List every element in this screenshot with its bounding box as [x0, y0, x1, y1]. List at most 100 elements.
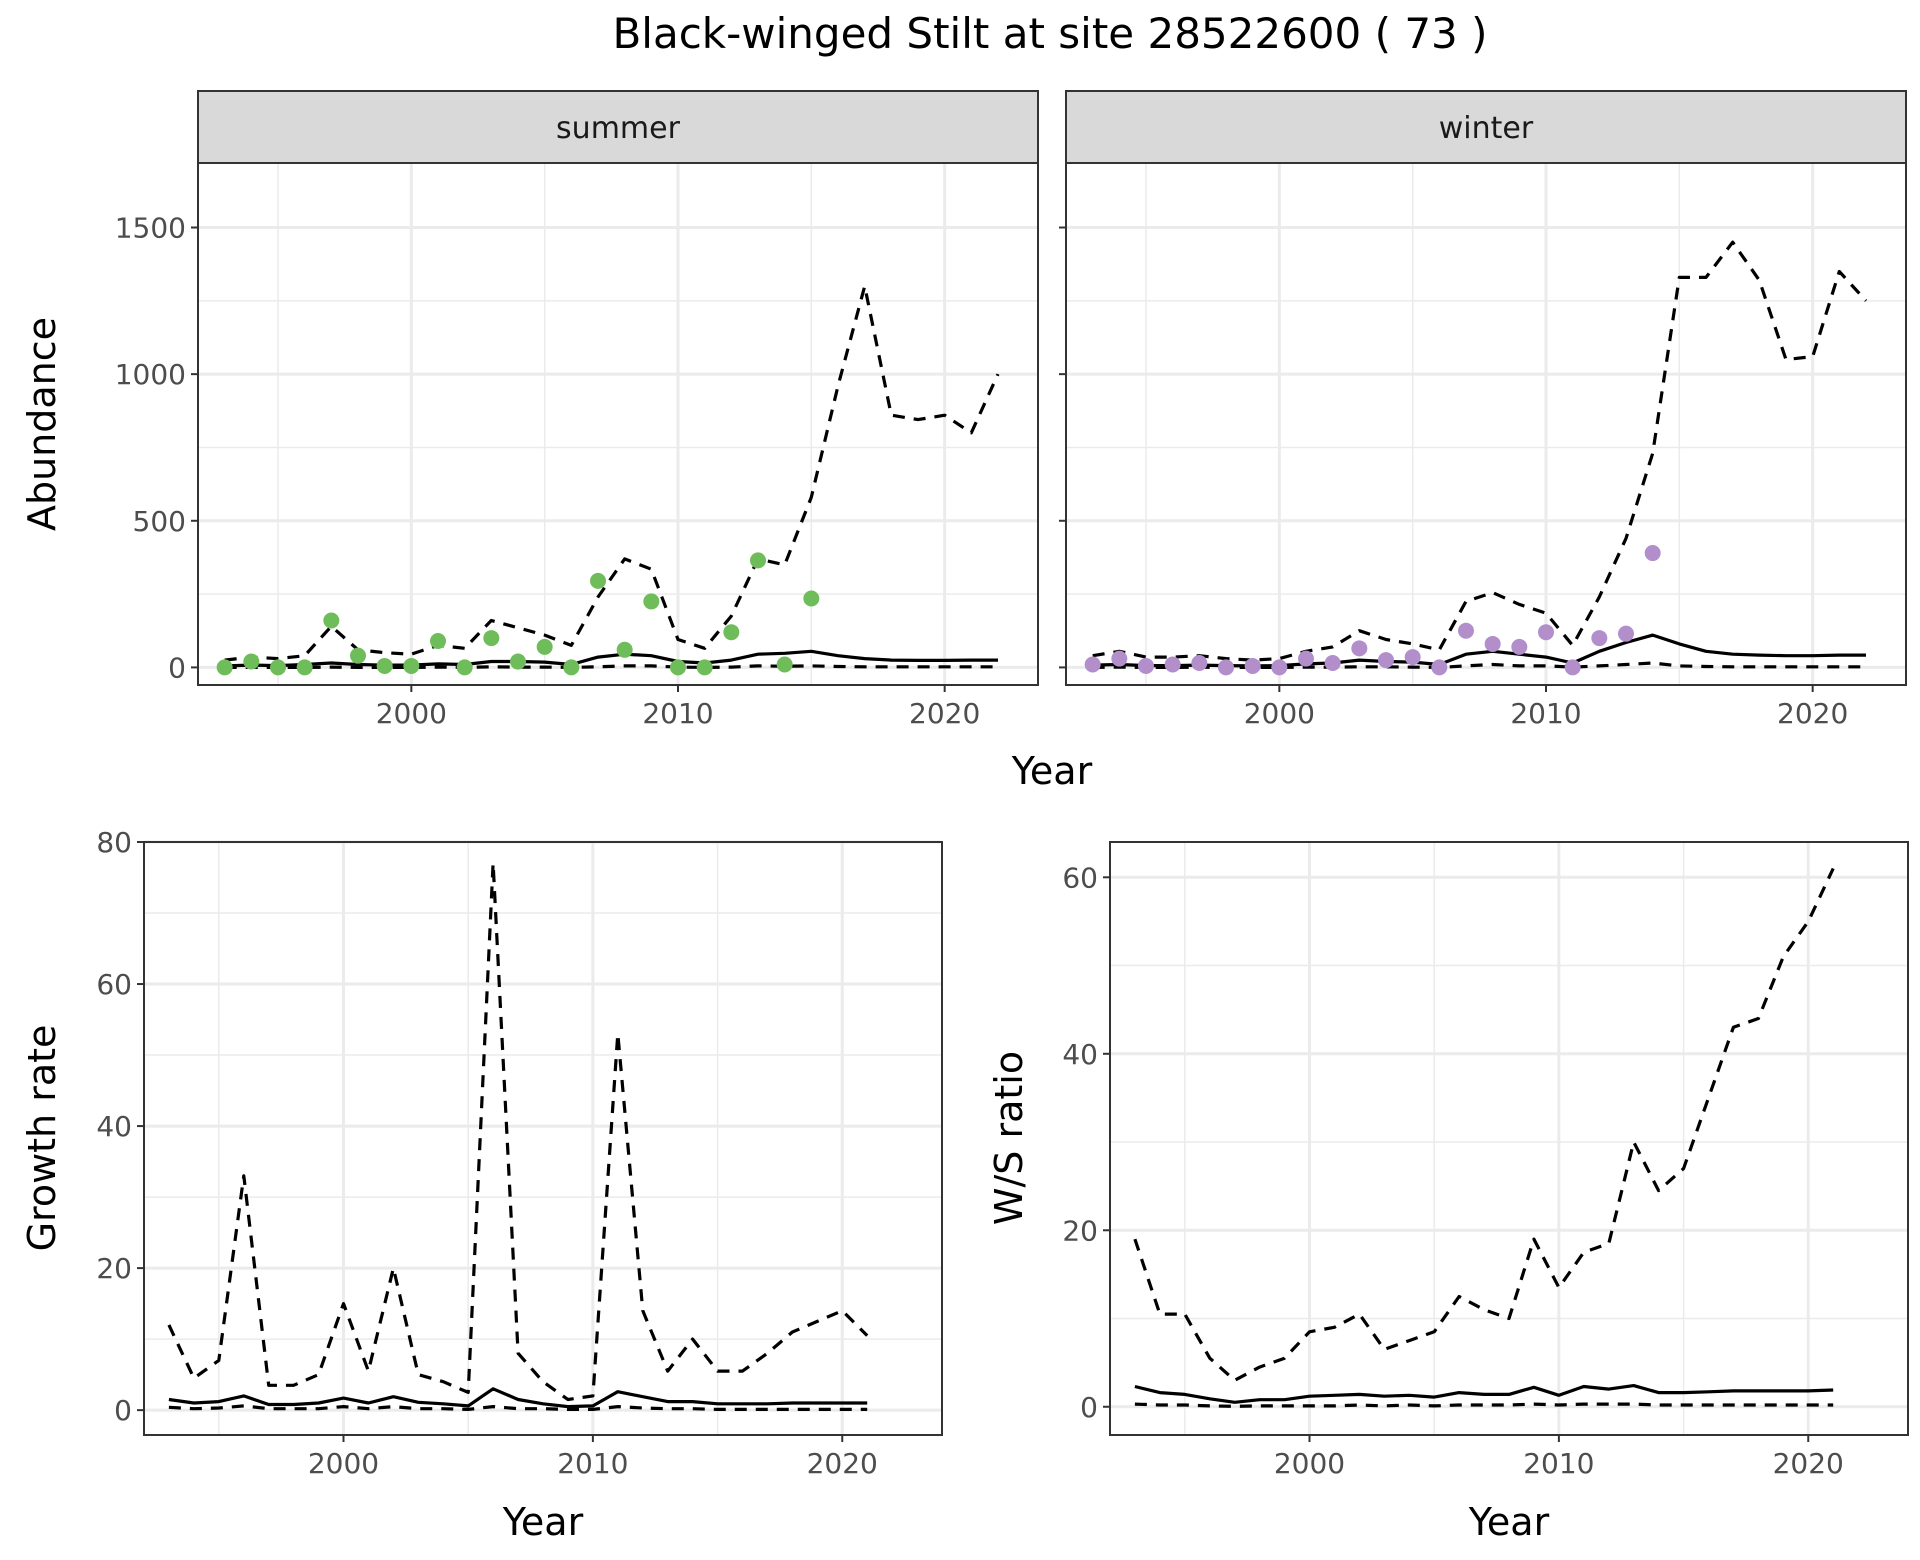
- series-line-upper: [224, 284, 1000, 662]
- y-tick-label: 500: [133, 505, 186, 538]
- x-tick-label: 2000: [1274, 1447, 1345, 1480]
- data-point: [590, 572, 606, 589]
- y-tick-label: 60: [1062, 861, 1098, 894]
- panel-summer: 2000 2010 2020 0 500 1000 1500 summer: [115, 90, 1039, 730]
- data-point: [1271, 659, 1288, 676]
- data-point: [1324, 655, 1341, 672]
- data-point: [670, 659, 686, 676]
- data-point: [1191, 655, 1208, 672]
- y-tick-label: 40: [96, 1110, 132, 1143]
- data-point: [296, 659, 313, 676]
- data-point: [803, 590, 820, 607]
- y-axis-label: Abundance: [20, 317, 64, 531]
- facet-strip-label: winter: [1439, 111, 1534, 146]
- x-axis-label: Year: [1468, 1500, 1550, 1544]
- data-point: [1618, 625, 1634, 642]
- data-point: [376, 657, 393, 674]
- series-line-upper: [1092, 240, 1868, 662]
- data-point: [243, 653, 260, 670]
- data-point: [1164, 656, 1181, 673]
- y-tick-label: 60: [96, 968, 132, 1001]
- series-line-lower: [224, 664, 998, 669]
- x-tick-label: 2010: [1510, 697, 1581, 730]
- y-axis-label: W/S ratio: [987, 1051, 1031, 1225]
- y-tick-label: 40: [1062, 1038, 1098, 1071]
- panel-growth-rate: 2000 2010 2020 0 20 40 60 80: [96, 826, 943, 1480]
- y-tick-label: 1500: [115, 212, 186, 245]
- data-point: [750, 552, 766, 569]
- data-point: [1138, 657, 1154, 674]
- data-point: [1218, 659, 1234, 676]
- y-tick-label: 20: [96, 1252, 132, 1285]
- figure-title: Black-winged Stilt at site 28522600 ( 73…: [612, 9, 1487, 58]
- data-point: [350, 647, 366, 664]
- data-point: [1538, 624, 1554, 641]
- data-point: [483, 630, 500, 647]
- panel-background: [198, 163, 1038, 685]
- panel-border: [143, 841, 943, 1436]
- data-point: [323, 612, 340, 629]
- data-point: [1378, 652, 1394, 669]
- data-point: [1591, 630, 1608, 647]
- series-line-upper: [167, 861, 869, 1402]
- data-point: [216, 659, 233, 676]
- data-point: [1511, 638, 1528, 655]
- panel-winter: 2000 2010 2020 winter: [1059, 90, 1907, 730]
- data-point: [643, 593, 660, 610]
- data-point: [510, 653, 526, 670]
- data-point: [616, 641, 633, 658]
- data-point: [403, 657, 420, 674]
- series-line-median: [1134, 1384, 1834, 1404]
- series-line-median: [224, 649, 998, 668]
- panel-background: [1066, 163, 1906, 685]
- data-point: [1564, 659, 1581, 676]
- y-tick-label: 1000: [115, 358, 186, 391]
- x-tick-label: 2010: [557, 1447, 628, 1480]
- data-point: [1351, 640, 1368, 657]
- data-point: [1644, 545, 1661, 562]
- data-point: [1244, 657, 1261, 674]
- y-axis-label: Growth rate: [20, 1025, 64, 1252]
- series-line-lower: [168, 1404, 868, 1411]
- panel-border: [1109, 841, 1909, 1436]
- x-tick-label: 2020: [807, 1447, 878, 1480]
- series-line-lower: [1134, 1402, 1834, 1408]
- data-point: [1084, 656, 1101, 673]
- x-tick-label: 2010: [642, 697, 713, 730]
- facet-strip: [197, 90, 1039, 164]
- x-tick-label: 2020: [1773, 1447, 1844, 1480]
- panel-ws-ratio: 2000 2010 2020 0 20 40 60: [1062, 841, 1909, 1480]
- data-point: [723, 624, 740, 641]
- facet-strip-label: summer: [556, 111, 681, 146]
- y-tick-label: 20: [1062, 1214, 1098, 1247]
- panel-background: [144, 842, 942, 1435]
- data-point: [1111, 650, 1128, 667]
- x-tick-label: 2000: [308, 1447, 379, 1480]
- x-tick-label: 2020: [1777, 697, 1848, 730]
- data-point: [1458, 622, 1474, 639]
- x-tick-label: 2010: [1523, 1447, 1594, 1480]
- data-point: [563, 659, 580, 676]
- data-point: [456, 659, 473, 676]
- data-point: [430, 633, 446, 650]
- data-point: [536, 638, 553, 655]
- y-tick-label: 0: [168, 651, 186, 684]
- y-tick-label: 80: [96, 826, 132, 859]
- panel-background: [1110, 842, 1908, 1435]
- data-point: [1431, 659, 1448, 676]
- facet-strip: [1065, 90, 1907, 164]
- x-tick-label: 2000: [1244, 697, 1315, 730]
- x-axis-label: Year: [502, 1500, 584, 1544]
- data-point: [776, 656, 793, 673]
- data-point: [270, 659, 286, 676]
- data-point: [696, 659, 713, 676]
- data-point: [1484, 635, 1501, 652]
- x-axis-label: Year: [1011, 749, 1093, 793]
- data-point: [1298, 650, 1314, 667]
- data-point: [1404, 649, 1421, 666]
- x-tick-label: 2020: [909, 697, 980, 730]
- y-tick-label: 0: [1080, 1391, 1098, 1424]
- x-tick-label: 2000: [376, 697, 447, 730]
